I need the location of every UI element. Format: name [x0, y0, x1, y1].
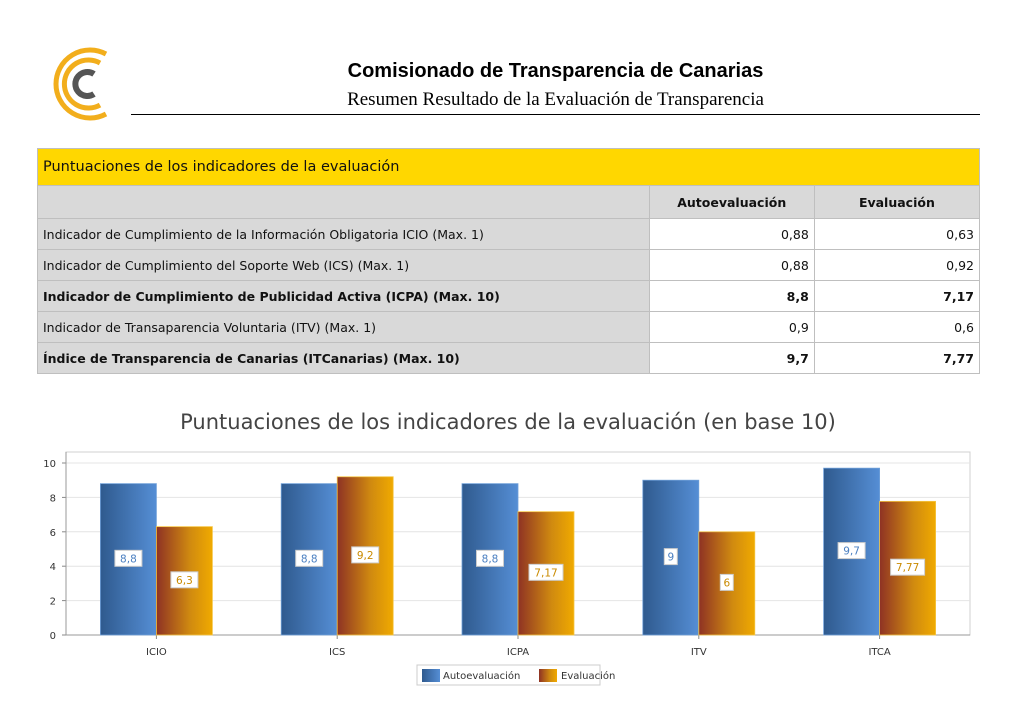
eval-value: 7,77: [813, 342, 981, 374]
data-label: 9,7: [843, 546, 860, 558]
eval-value: 0,6: [813, 311, 981, 343]
eval-value: 7,17: [813, 280, 981, 312]
table-row: Indicador de Transaparencia Voluntaria (…: [37, 311, 981, 343]
x-tick-label: ITCA: [868, 647, 890, 658]
legend-swatch-autoevaluacion: [422, 669, 440, 682]
data-label-box: [476, 549, 504, 567]
data-label: 8,8: [120, 553, 137, 565]
legend-label: Evaluación: [561, 670, 615, 682]
ccc-logo-icon: [53, 47, 108, 121]
column-header-auto: Autoevaluación: [648, 185, 815, 219]
auto-value: 0,88: [648, 249, 815, 281]
column-header-label: [37, 185, 650, 219]
eval-value: 0,63: [813, 218, 981, 250]
scores-table: Puntuaciones de los indicadores de la ev…: [37, 148, 981, 374]
legend-swatch-evaluacion: [539, 669, 557, 682]
data-label: 9: [667, 552, 674, 564]
data-label: 7,17: [534, 567, 557, 579]
data-label: 7,77: [896, 562, 919, 574]
table-caption-row: Puntuaciones de los indicadores de la ev…: [37, 148, 980, 186]
document-subtitle: Resumen Resultado de la Evaluación de Tr…: [347, 89, 764, 110]
x-tick-label: ICS: [329, 647, 345, 658]
table-row: Indicador de Cumplimiento del Soporte We…: [37, 249, 981, 281]
legend-label: Autoevaluación: [443, 670, 520, 682]
table-row: Indicador de Cumplimiento de Publicidad …: [37, 280, 981, 312]
table-row: Índice de Transparencia de Canarias (ITC…: [37, 342, 981, 374]
row-label: Indicador de Transaparencia Voluntaria (…: [37, 311, 650, 343]
data-label: 9,2: [357, 550, 374, 562]
data-label-box: [890, 558, 926, 576]
auto-value: 9,7: [648, 342, 815, 374]
y-tick-label: 0: [50, 631, 56, 642]
y-tick-label: 10: [43, 459, 56, 470]
data-label: 6: [723, 577, 730, 589]
row-label: Índice de Transparencia de Canarias (ITC…: [37, 342, 650, 374]
data-label: 6,3: [176, 575, 193, 587]
table-row: Indicador de Cumplimiento de la Informac…: [37, 218, 981, 250]
chart-title: Puntuaciones de los indicadores de la ev…: [180, 410, 836, 434]
row-label: Indicador de Cumplimiento de Publicidad …: [37, 280, 650, 312]
data-label-box: [114, 549, 143, 567]
data-label-box: [351, 546, 380, 564]
header-divider: [131, 114, 980, 115]
y-tick-label: 2: [50, 597, 56, 608]
auto-value: 8,8: [648, 280, 815, 312]
bar-chart: 0 2 4 6 8 10 ICIO 8,8 6,3 ICS 8,8 9,2 ICPA 8,8 7,17 ITV…: [43, 451, 971, 686]
y-tick-label: 6: [50, 528, 56, 539]
document-title: Comisionado de Transparencia de Canarias: [347, 60, 764, 82]
data-label-box: [528, 563, 564, 581]
y-tick-label: 8: [50, 493, 56, 504]
table-header-row: Autoevaluación Evaluación: [37, 185, 981, 219]
row-label: Indicador de Cumplimiento del Soporte We…: [37, 249, 650, 281]
data-label-box: [295, 549, 324, 567]
x-tick-label: ITV: [691, 647, 707, 658]
data-label-box: [170, 571, 199, 589]
table-caption: Puntuaciones de los indicadores de la ev…: [37, 148, 980, 186]
y-tick-label: 4: [50, 562, 56, 573]
bar-evaluación: [698, 531, 756, 636]
data-label: 8,8: [301, 553, 318, 565]
x-tick-label: ICIO: [146, 647, 167, 658]
auto-value: 0,88: [648, 218, 815, 250]
data-label-box: [663, 548, 678, 566]
eval-value: 0,92: [813, 249, 981, 281]
column-header-eval: Evaluación: [813, 185, 981, 219]
row-label: Indicador de Cumplimiento de la Informac…: [37, 218, 650, 250]
data-label-box: [719, 573, 734, 591]
auto-value: 0,9: [648, 311, 815, 343]
x-tick-label: ICPA: [507, 647, 529, 658]
data-label: 8,8: [482, 553, 499, 565]
data-label-box: [837, 542, 866, 560]
